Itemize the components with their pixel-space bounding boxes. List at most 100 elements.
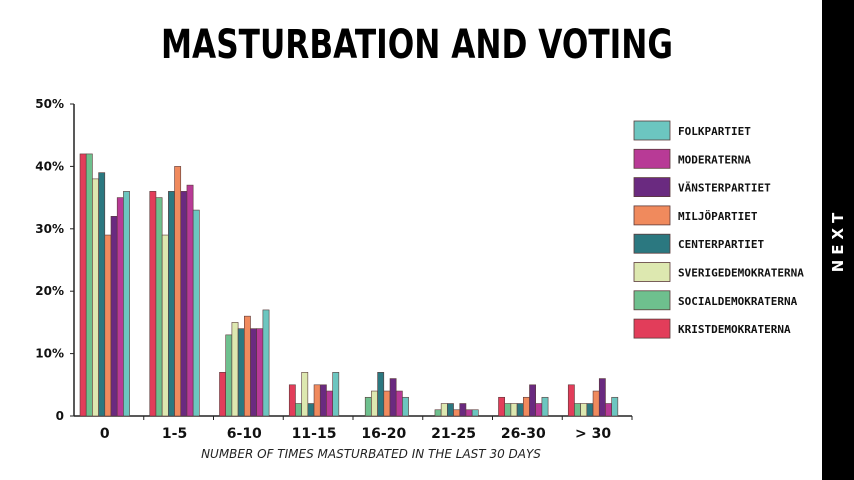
bar-sverigedemokraterna-2 xyxy=(231,322,239,417)
x-tick-label: 16-20 xyxy=(361,426,406,442)
legend-swatch xyxy=(633,148,671,169)
bar-moderaterna-7 xyxy=(605,403,612,417)
bar-folkpartiet-3 xyxy=(332,372,340,417)
bar-miljöpartiet-7 xyxy=(592,390,600,417)
bar-miljöpartiet-3 xyxy=(313,384,321,417)
x-tick-label: > 30 xyxy=(575,426,611,442)
y-tick-labels: 0 10% 20% 30% 40% 50% xyxy=(35,97,64,423)
x-tick-label: 21-25 xyxy=(431,426,476,442)
legend-swatch xyxy=(633,262,671,282)
legend-swatch xyxy=(633,120,671,141)
bar-kristdemokraterna-0 xyxy=(79,153,87,417)
bar-centerpartiet-5 xyxy=(447,403,454,417)
bar-moderaterna-1 xyxy=(186,184,194,417)
legend-label: MODERATERNA xyxy=(678,153,751,166)
bar-vänsterpartiet-3 xyxy=(319,384,327,417)
bar-centerpartiet-6 xyxy=(516,403,524,417)
bar-centerpartiet-4 xyxy=(377,372,385,417)
bar-moderaterna-2 xyxy=(256,328,264,417)
legend-label: KRISTDEMOKRATERNA xyxy=(678,323,791,336)
bar-sverigedemokraterna-1 xyxy=(161,234,169,417)
bar-folkpartiet-5 xyxy=(471,409,479,417)
bar-sverigedemokraterna-4 xyxy=(371,390,378,417)
bar-kristdemokraterna-2 xyxy=(219,372,226,417)
legend-swatch xyxy=(633,177,671,198)
bar-miljöpartiet-2 xyxy=(244,315,251,417)
bar-miljöpartiet-5 xyxy=(453,409,461,417)
bar-moderaterna-3 xyxy=(326,390,333,417)
legend-label: SOCIALDEMOKRATERNA xyxy=(678,295,798,308)
bar-socialdemokraterna-3 xyxy=(295,403,302,417)
bar-kristdemokraterna-6 xyxy=(498,396,505,417)
x-tick-label: 0 xyxy=(100,426,110,442)
x-tick-label: 6-10 xyxy=(227,426,262,442)
chart-bars xyxy=(79,153,619,417)
next-button[interactable]: NEXT xyxy=(822,0,854,480)
legend-label: MILJÖPARTIET xyxy=(678,209,758,223)
next-label: NEXT xyxy=(829,207,847,273)
bar-socialdemokraterna-6 xyxy=(504,403,512,417)
bar-socialdemokraterna-1 xyxy=(155,197,163,417)
x-tick-label: 11-15 xyxy=(292,426,337,442)
y-tick-label: 10% xyxy=(35,347,64,361)
bar-moderaterna-0 xyxy=(116,197,124,417)
bar-miljöpartiet-0 xyxy=(104,234,112,417)
bar-vänsterpartiet-1 xyxy=(180,191,188,417)
legend-swatch xyxy=(633,290,671,311)
bar-sverigedemokraterna-5 xyxy=(440,403,448,417)
bar-folkpartiet-2 xyxy=(262,309,270,417)
bar-centerpartiet-7 xyxy=(586,403,594,417)
bar-socialdemokraterna-5 xyxy=(434,409,442,417)
y-tick-label: 0 xyxy=(56,409,64,423)
bar-sverigedemokraterna-6 xyxy=(510,403,518,417)
bar-folkpartiet-6 xyxy=(541,396,549,417)
bar-kristdemokraterna-7 xyxy=(567,384,575,417)
bar-sverigedemokraterna-7 xyxy=(580,403,588,417)
bar-vänsterpartiet-2 xyxy=(250,328,257,417)
bar-miljöpartiet-4 xyxy=(383,390,391,417)
x-tick-label: 26-30 xyxy=(501,426,546,442)
bar-vänsterpartiet-4 xyxy=(389,378,397,417)
bar-folkpartiet-0 xyxy=(123,191,130,417)
bar-folkpartiet-7 xyxy=(611,396,619,417)
chart-title: MASTURBATION AND VOTING xyxy=(161,22,673,68)
x-axis-label: NUMBER OF TIMES MASTURBATED IN THE LAST … xyxy=(201,447,541,461)
bar-socialdemokraterna-2 xyxy=(225,334,233,417)
bar-chart: 0 1-5 6-10 11-15 16-20 21-25 26-30 > 30 0 10% 20%… xyxy=(35,97,804,461)
bar-moderaterna-4 xyxy=(395,390,403,417)
legend-swatch xyxy=(633,205,671,226)
bar-miljöpartiet-1 xyxy=(174,166,182,417)
bar-vänsterpartiet-7 xyxy=(598,378,606,417)
bar-moderaterna-6 xyxy=(535,403,543,417)
legend-swatch xyxy=(633,318,671,339)
bar-socialdemokraterna-0 xyxy=(85,153,93,417)
legend-label: SVERIGEDEMOKRATERNA xyxy=(678,267,804,280)
bar-miljöpartiet-6 xyxy=(522,396,530,417)
bar-socialdemokraterna-7 xyxy=(574,403,581,417)
bar-socialdemokraterna-4 xyxy=(364,396,372,417)
bar-folkpartiet-1 xyxy=(192,209,200,417)
bar-sverigedemokraterna-3 xyxy=(301,372,309,417)
y-tick-label: 30% xyxy=(35,222,64,236)
bar-centerpartiet-3 xyxy=(307,403,315,417)
y-tick-label: 20% xyxy=(35,284,64,298)
x-tick-label: 1-5 xyxy=(162,426,187,442)
y-tick-label: 40% xyxy=(35,159,64,173)
bar-centerpartiet-2 xyxy=(237,328,245,417)
bar-vänsterpartiet-0 xyxy=(110,216,118,417)
legend-label: FOLKPARTIET xyxy=(678,125,751,138)
bar-kristdemokraterna-1 xyxy=(149,191,157,417)
legend-swatch xyxy=(633,233,671,254)
bar-sverigedemokraterna-0 xyxy=(92,178,99,417)
bar-moderaterna-5 xyxy=(465,409,473,417)
bar-centerpartiet-1 xyxy=(168,191,175,417)
chart-legend: FOLKPARTIET MODERATERNA VÄNSTERPARTIET MILJ… xyxy=(633,120,804,339)
bar-vänsterpartiet-6 xyxy=(529,384,536,417)
legend-label: CENTERPARTIET xyxy=(678,238,764,251)
bar-folkpartiet-4 xyxy=(402,396,409,417)
bar-kristdemokraterna-3 xyxy=(288,384,296,417)
x-tick-labels: 0 1-5 6-10 11-15 16-20 21-25 26-30 > 30 xyxy=(100,426,611,442)
bar-centerpartiet-0 xyxy=(98,172,106,417)
bar-vänsterpartiet-5 xyxy=(459,403,467,417)
y-tick-label: 50% xyxy=(35,97,64,111)
